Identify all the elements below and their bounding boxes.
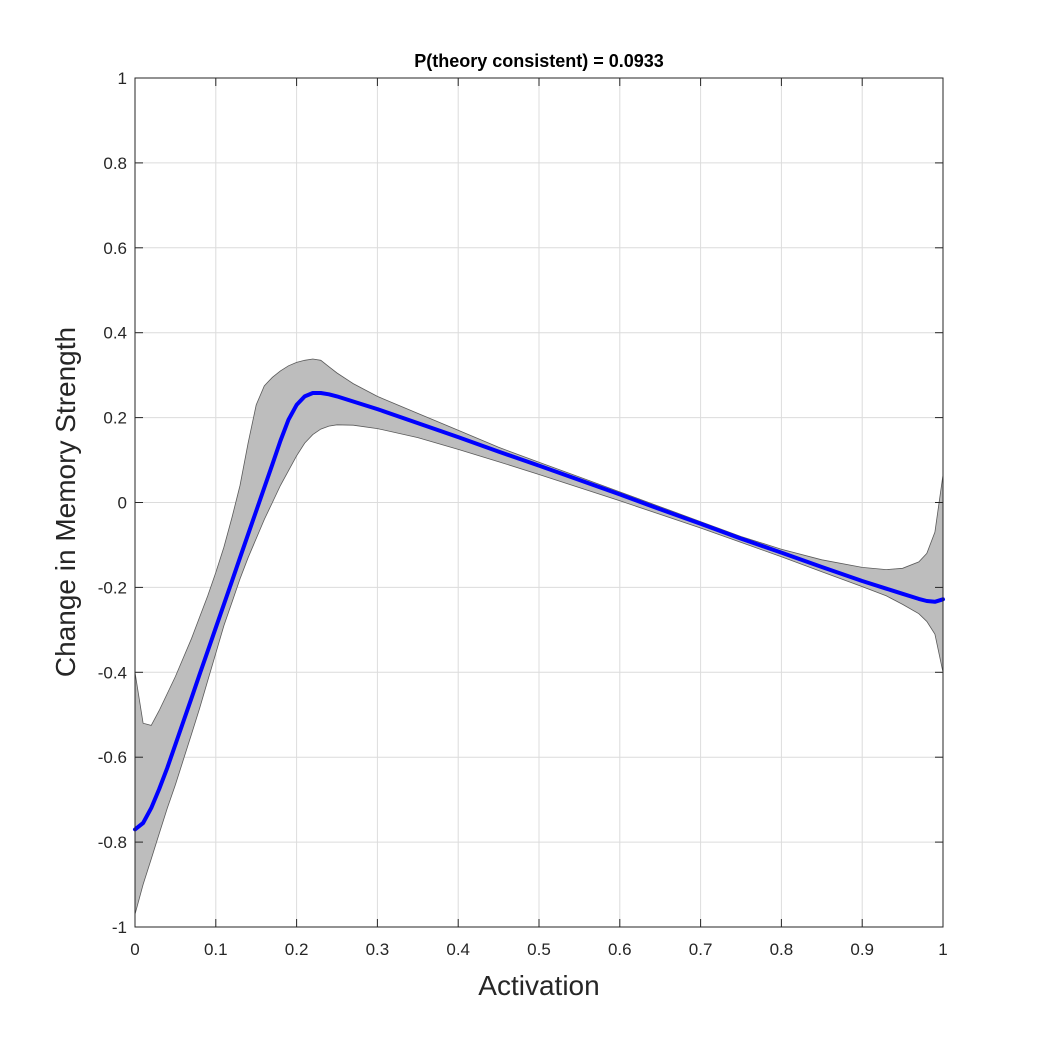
y-tick-label: 0.8 [103, 154, 127, 173]
x-tick-label: 1 [938, 940, 947, 959]
series-line [133, 391, 945, 832]
x-tick-label: 0.1 [204, 940, 228, 959]
y-tick-label: -0.6 [98, 748, 127, 767]
x-tick-label: 0.9 [850, 940, 874, 959]
axis-ticks [134, 77, 944, 928]
y-tick-label: 0.4 [103, 324, 127, 343]
y-axis-label: Change in Memory Strength [50, 327, 81, 677]
x-tick-label: 0.5 [527, 940, 551, 959]
y-tick-label: -0.4 [98, 663, 127, 682]
y-tick-labels: -1 -0.8 -0.6 -0.4 -0.2 0 0.2 0.4 0.6 0.8 1 [98, 69, 127, 937]
x-tick-label: 0.3 [366, 940, 390, 959]
y-tick-label: 0.6 [103, 239, 127, 258]
y-tick-label: 0.2 [103, 409, 127, 428]
x-axis-label: Activation [478, 970, 599, 1001]
y-tick-label: 0 [118, 494, 127, 513]
series-lines-group [133, 391, 945, 832]
x-tick-label: 0.2 [285, 940, 309, 959]
y-tick-label: -0.2 [98, 578, 127, 597]
x-tick-label: 0.4 [446, 940, 470, 959]
x-tick-label: 0.7 [689, 940, 713, 959]
y-tick-label: -1 [112, 918, 127, 937]
x-tick-label: 0.6 [608, 940, 632, 959]
x-tick-label: 0.8 [770, 940, 794, 959]
y-tick-label: 1 [118, 69, 127, 88]
x-tick-label: 0 [130, 940, 139, 959]
y-tick-label: -0.8 [98, 833, 127, 852]
x-tick-labels: 0 0.1 0.2 0.3 0.4 0.5 0.6 0.7 0.8 0.9 1 [130, 940, 947, 959]
chart-title: P(theory consistent) = 0.0933 [414, 51, 664, 71]
